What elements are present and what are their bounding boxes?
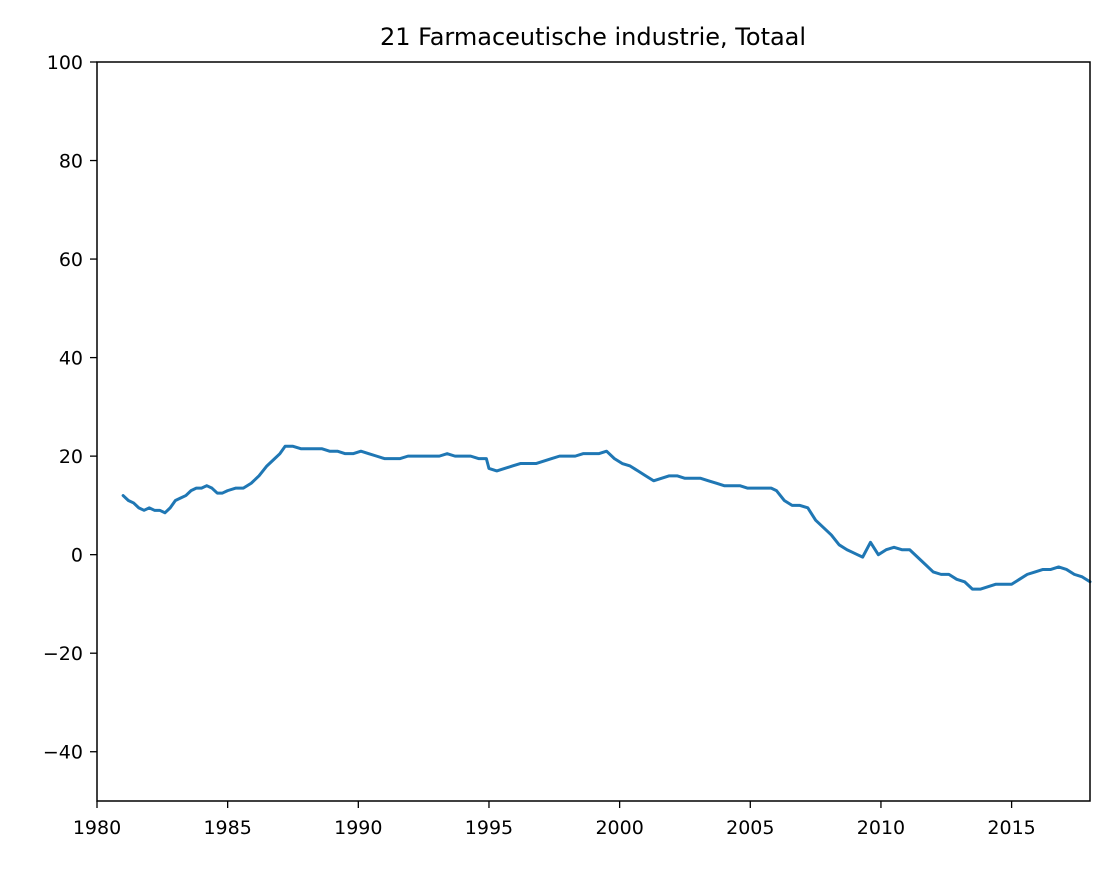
x-tick-label: 2010 — [857, 817, 905, 839]
y-tick-label: −40 — [43, 742, 83, 764]
x-axis-ticks: 1980 1985 1990 1995 2000 2005 2010 2015 — [73, 801, 1036, 839]
x-tick-label: 1995 — [465, 817, 513, 839]
y-tick-label: 80 — [59, 151, 83, 173]
y-axis-ticks: −40 −20 0 20 40 60 80 100 — [43, 52, 97, 764]
x-tick-label: 1990 — [334, 817, 382, 839]
y-tick-label: 100 — [47, 52, 83, 74]
series-layer — [121, 444, 1092, 591]
y-tick-label: 40 — [59, 348, 83, 370]
y-tick-label: 60 — [59, 249, 83, 271]
x-tick-label: 1980 — [73, 817, 121, 839]
x-tick-label: 2015 — [987, 817, 1035, 839]
x-tick-label: 2005 — [726, 817, 774, 839]
y-tick-label: −20 — [43, 643, 83, 665]
series-line — [121, 444, 1092, 591]
x-tick-label: 2000 — [595, 817, 643, 839]
x-tick-label: 1985 — [203, 817, 251, 839]
plot-frame — [96, 61, 1091, 802]
chart-title: 21 Farmaceutische industrie, Totaal — [380, 23, 806, 51]
y-tick-label: 0 — [71, 545, 83, 567]
y-tick-label: 20 — [59, 446, 83, 468]
